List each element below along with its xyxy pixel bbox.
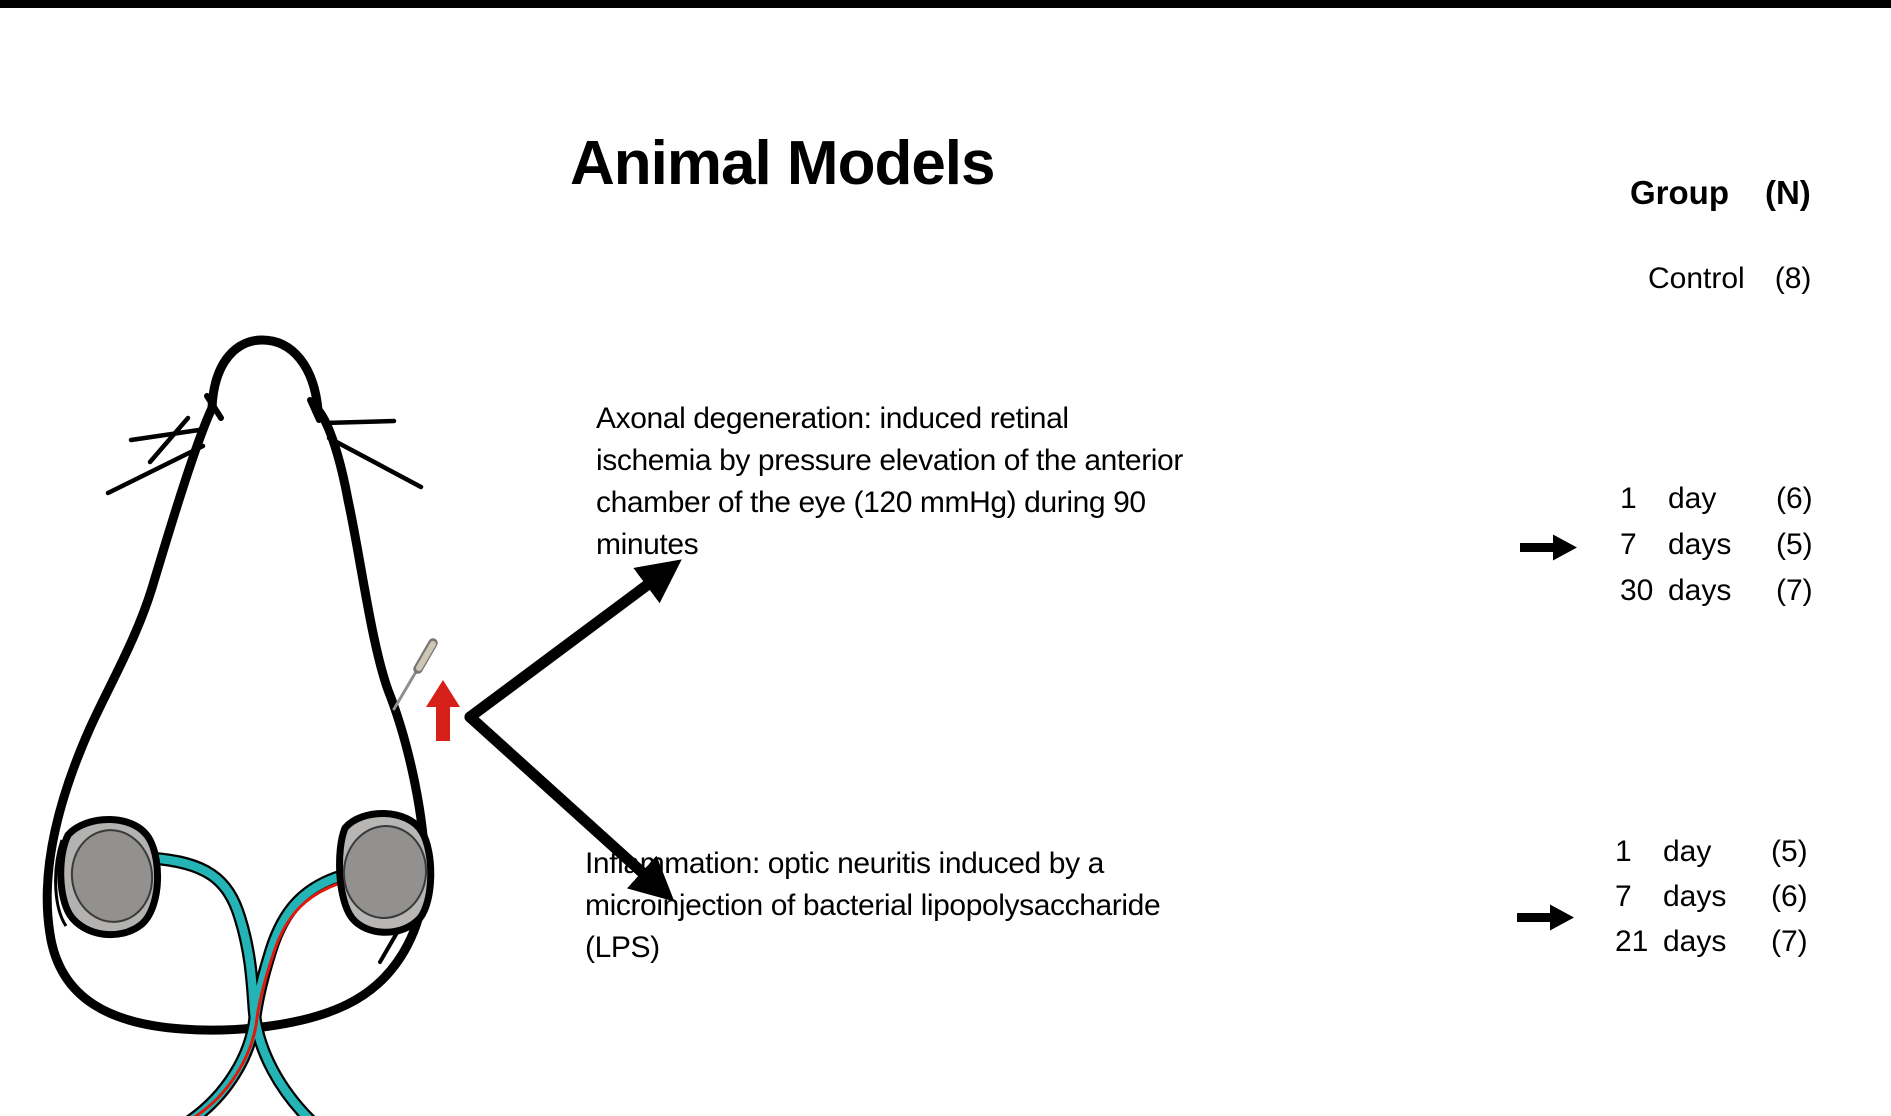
group-row: 30 days (7) [1620, 568, 1813, 614]
control-label: Control [1648, 262, 1745, 295]
group-row: 7 days (6) [1615, 874, 1808, 919]
group-row: 1 day (6) [1620, 476, 1813, 522]
axonal-group-list: 1 day (6) 7 days (5) 30 days (7) [1620, 476, 1813, 614]
axonal-degeneration-description: Axonal degeneration: induced retinal isc… [596, 398, 1183, 566]
ear-notch-right [307, 397, 322, 423]
left-eye-inner [70, 829, 154, 923]
group-table-header: Group (N) [1630, 174, 1811, 212]
group-n: (5) [1776, 528, 1813, 561]
group-duration: 21 [1615, 924, 1649, 958]
ear-notch-left [204, 393, 224, 421]
control-group-row: Control (8) [1648, 262, 1811, 296]
branch-arrow-lower [464, 711, 675, 902]
left-eye-sketch [54, 839, 68, 927]
slide-top-border [0, 0, 1891, 8]
optic-nerve-left [145, 853, 313, 1116]
red-up-arrow-icon [426, 680, 460, 741]
description-line: microinjection of bacterial lipopolysacc… [585, 889, 1161, 922]
whisker [147, 415, 191, 465]
description-line: minutes [596, 528, 699, 561]
description-line: ischemia by pressure elevation of the an… [596, 444, 1183, 477]
optic-nerve-right-edge [185, 867, 355, 1116]
group-n: (7) [1776, 574, 1813, 607]
whisker [326, 435, 424, 490]
group-unit: day [1668, 482, 1717, 515]
group-unit: days [1663, 924, 1727, 958]
needle-handle-fill [416, 641, 436, 671]
group-unit: days [1668, 528, 1732, 561]
group-duration: 1 [1615, 834, 1632, 868]
group-n: (6) [1776, 482, 1813, 515]
group-row: 21 days (7) [1615, 919, 1808, 964]
group-n: (5) [1771, 834, 1808, 868]
group-unit: days [1668, 574, 1732, 607]
right-arrow-icon [1517, 904, 1574, 931]
group-row: 1 day (5) [1615, 829, 1808, 874]
whisker [105, 443, 206, 496]
right-eye-inner [342, 825, 428, 919]
group-n: (6) [1771, 879, 1808, 913]
group-column-label: Group [1630, 174, 1729, 211]
head-outline [42, 403, 430, 1035]
whisker [321, 418, 397, 426]
group-duration: 30 [1620, 574, 1654, 607]
rat-head-figure [42, 335, 682, 1116]
group-duration: 7 [1615, 879, 1632, 913]
red-trace-line [193, 878, 352, 1116]
whisker [128, 427, 202, 443]
right-arrow-icon [1520, 534, 1577, 561]
slide-title: Animal Models [570, 129, 996, 198]
inflammation-group-list: 1 day (5) 7 days (6) 21 days (7) [1615, 829, 1808, 964]
group-unit: days [1663, 879, 1727, 913]
group-n: (7) [1771, 924, 1808, 958]
group-duration: 1 [1620, 482, 1637, 515]
group-unit: day [1663, 834, 1712, 868]
snout-outline [207, 335, 323, 415]
description-line: Axonal degeneration: induced retinal [596, 402, 1069, 435]
control-n: (8) [1774, 262, 1812, 295]
description-line: (LPS) [585, 931, 660, 964]
n-column-label: (N) [1764, 174, 1811, 211]
description-line: chamber of the eye (120 mmHg) during 90 [596, 486, 1146, 519]
group-row: 7 days (5) [1620, 522, 1813, 568]
branch-arrow-upper [464, 559, 682, 723]
optic-nerve-right [189, 869, 353, 1116]
group-duration: 7 [1620, 528, 1637, 561]
